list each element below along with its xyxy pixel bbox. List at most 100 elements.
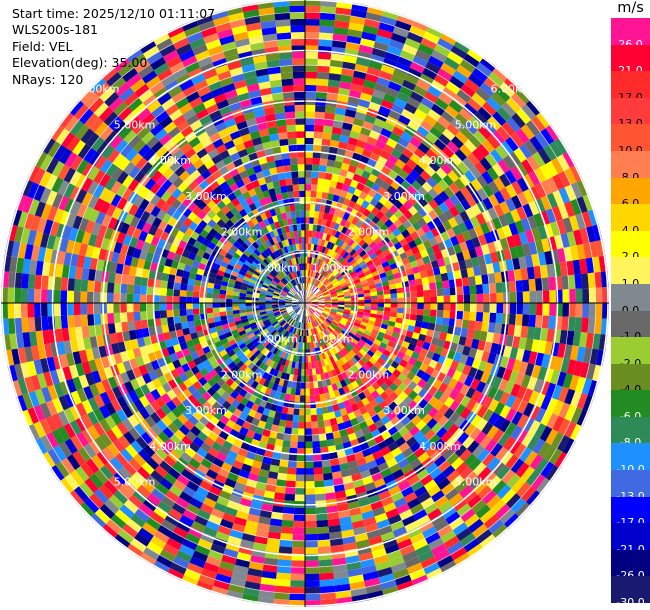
velocity-gate [371,256,380,264]
velocity-gate [431,243,441,254]
velocity-gate [307,290,311,298]
velocity-gate [404,297,411,303]
velocity-gate [308,263,312,271]
velocity-gate [521,159,534,175]
velocity-gate [531,339,540,353]
velocity-gate [438,213,449,224]
velocity-gate [409,61,425,74]
velocity-gate [166,303,173,311]
velocity-gate [392,190,403,200]
velocity-gate [460,327,469,338]
velocity-gate [396,184,407,195]
velocity-gate [443,287,451,296]
velocity-gate [447,170,460,183]
velocity-gate [305,300,312,303]
velocity-gate [453,178,466,191]
velocity-gate [347,28,363,38]
velocity-gate [559,261,568,277]
velocity-gate [315,280,321,287]
velocity-gate [311,230,317,238]
velocity-gate [425,230,435,240]
velocity-gate [496,292,504,303]
velocity-gate [453,213,464,225]
velocity-gate [379,272,387,279]
velocity-gate [332,244,338,252]
velocity-gate [546,328,555,343]
velocity-gate [291,421,299,429]
velocity-gate [481,101,497,117]
velocity-gate [502,155,516,170]
velocity-gate [317,259,322,266]
velocity-gate [311,434,320,442]
velocity-gate [393,219,403,229]
velocity-gate [541,277,550,291]
velocity-gate [326,159,336,168]
velocity-gate [452,225,462,236]
velocity-gate [370,295,378,300]
velocity-gate [342,251,350,259]
velocity-gate [342,198,351,207]
velocity-gate [305,514,317,522]
velocity-gate [308,276,311,284]
velocity-gate [377,298,385,303]
velocity-gate [356,270,364,276]
velocity-gate [317,297,325,301]
velocity-gate [463,53,480,68]
velocity-gate [393,255,402,263]
velocity-gate [455,251,465,262]
velocity-gate [334,261,341,269]
velocity-gate [551,157,565,174]
velocity-gate [459,210,470,222]
velocity-gate [386,274,395,281]
velocity-gate [389,262,398,270]
velocity-gate [482,120,497,135]
velocity-gate [310,277,314,285]
velocity-gate [548,315,556,330]
velocity-gate [527,215,538,230]
velocity-gate [460,198,471,211]
velocity-gate [456,286,464,295]
velocity-gate [390,32,407,44]
velocity-gate [317,178,325,186]
velocity-gate [316,85,328,93]
velocity-gate [298,421,305,429]
velocity-gate [317,273,322,281]
velocity-gate [459,126,474,140]
velocity-gate [225,306,233,312]
velocity-gate [529,136,544,152]
velocity-gate [376,290,384,296]
velocity-gate [305,18,320,26]
velocity-gate [437,258,446,268]
velocity-gate [219,307,227,312]
velocity-gate [421,223,431,234]
velocity-gate [430,296,438,303]
velocity-gate [587,272,596,289]
velocity-gate [528,278,536,292]
velocity-gate [297,441,305,449]
velocity-gate [378,22,395,33]
velocity-gate [464,78,480,93]
velocity-gate [594,271,602,288]
velocity-gate [212,307,220,313]
velocity-gate [533,213,544,228]
velocity-gate [522,203,534,218]
velocity-gate [312,151,321,159]
velocity-gate [526,155,540,171]
velocity-gate [363,245,372,254]
velocity-gate [347,214,355,223]
velocity-gate [310,197,317,205]
velocity-gate [332,120,344,129]
velocity-gate [520,124,535,140]
velocity-gate [73,303,81,316]
velocity-gate [482,184,494,198]
velocity-gate [413,148,426,160]
velocity-gate [20,303,28,318]
velocity-gate [159,310,167,319]
velocity-gate [412,211,423,222]
velocity-gate [510,166,523,181]
velocity-gate [199,308,207,315]
velocity-gate [361,282,369,288]
velocity-gate [299,402,305,409]
velocity-gate [126,284,135,294]
velocity-gate [341,68,355,77]
